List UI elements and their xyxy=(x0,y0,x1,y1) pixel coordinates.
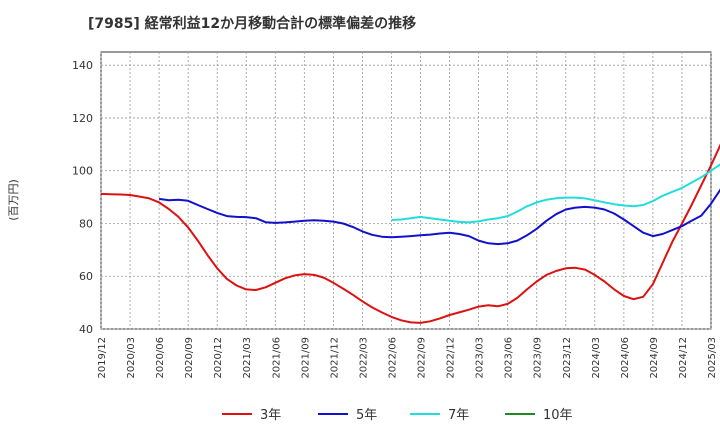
x-tick-label: 2022/06 xyxy=(387,337,398,379)
x-tick-label: 2020/12 xyxy=(213,337,224,379)
x-tick-label: 2021/09 xyxy=(300,337,311,379)
series-line-1 xyxy=(100,143,720,324)
y-tick-label: 60 xyxy=(79,270,93,283)
x-tick-label: 2024/06 xyxy=(620,337,631,379)
x-tick-label: 2020/03 xyxy=(126,337,137,379)
x-tick-label: 2021/06 xyxy=(271,337,282,379)
x-tick-label: 2023/03 xyxy=(475,337,486,379)
x-tick-label: 2020/09 xyxy=(184,337,195,379)
x-tick-label: 2022/09 xyxy=(417,337,428,379)
x-tick-label: 2023/12 xyxy=(562,337,573,379)
x-tick-label: 2019/12 xyxy=(97,337,108,379)
x-tick-label: 2024/03 xyxy=(591,337,602,379)
x-tick-label: 2023/09 xyxy=(533,337,544,379)
y-axis-label: (百万円) xyxy=(7,179,20,221)
chart-title: [7985] 経常利益12か月移動合計の標準偏差の推移 xyxy=(88,15,416,32)
x-tick-label: 2024/09 xyxy=(649,337,660,379)
y-tick-label: 40 xyxy=(79,323,93,336)
x-tick-label: 2022/03 xyxy=(358,337,369,379)
x-tick-label: 2024/12 xyxy=(678,337,689,379)
y-tick-label: 140 xyxy=(72,59,93,72)
y-tick-label: 100 xyxy=(72,165,93,178)
series-line-3 xyxy=(391,163,720,224)
x-tick-label: 2025/03 xyxy=(707,337,718,379)
y-tick-label: 80 xyxy=(79,217,93,230)
legend-label: 5年 xyxy=(356,408,377,423)
legend-label: 10年 xyxy=(543,408,573,423)
x-tick-label: 2022/12 xyxy=(446,337,457,379)
legend-label: 7年 xyxy=(448,408,469,423)
y-tick-label: 120 xyxy=(72,112,93,125)
plot-area xyxy=(100,51,712,330)
x-tick-label: 2020/06 xyxy=(155,337,166,379)
x-tick-label: 2023/06 xyxy=(504,337,515,379)
series-line-2 xyxy=(158,188,720,246)
x-tick-label: 2021/12 xyxy=(329,337,340,379)
legend-label: 3年 xyxy=(260,408,281,423)
x-tick-label: 2021/03 xyxy=(242,337,253,379)
